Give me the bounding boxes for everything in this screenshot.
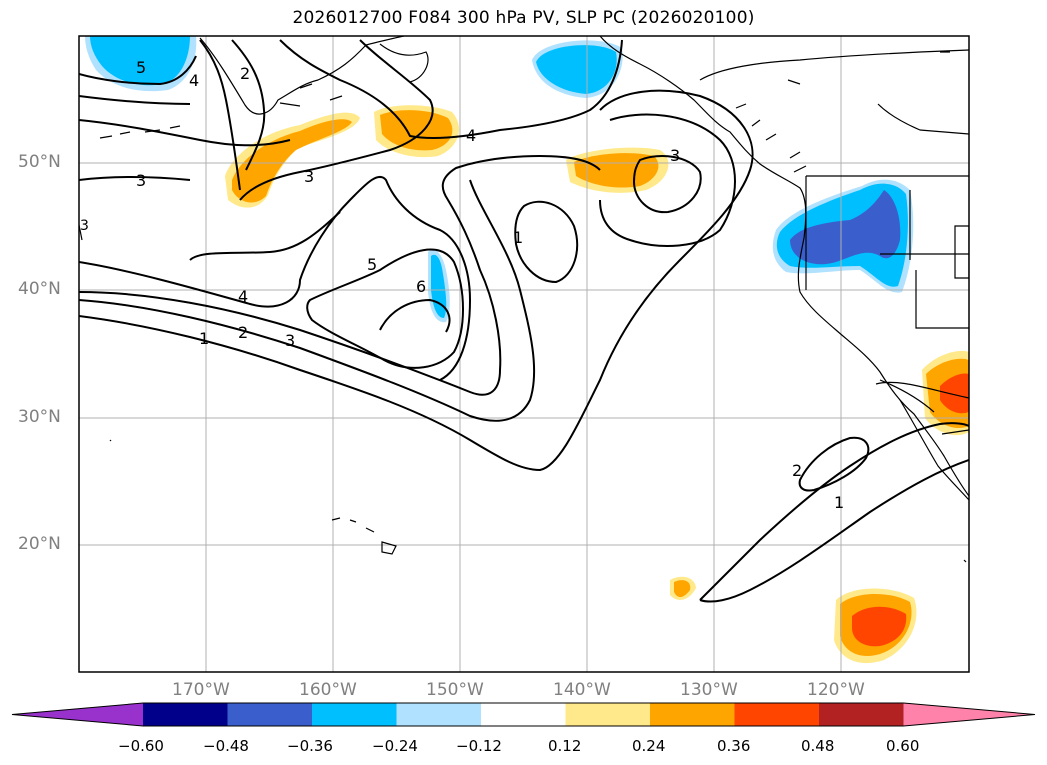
colorbar-segment — [312, 703, 397, 726]
colorbar-tick: −0.36 — [287, 737, 333, 755]
lon-label-130w: 130°W — [680, 680, 738, 700]
contour-label: 1 — [199, 329, 210, 348]
pv-negative-anomalies — [85, 36, 914, 323]
contour-label: 4 — [466, 126, 477, 145]
colorbar-tick: −0.48 — [203, 737, 249, 755]
lon-label-140w: 140°W — [553, 680, 611, 700]
lat-label-40: 40°N — [18, 279, 61, 299]
chart-title: 2026012700 F084 300 hPa PV, SLP PC (2026… — [292, 8, 755, 28]
contour-label: 5 — [136, 58, 147, 77]
colorbar-segment — [396, 703, 482, 726]
colorbar-outline — [11, 702, 1036, 727]
lon-label-160w: 160°W — [299, 680, 357, 700]
contour-label: 3 — [304, 167, 315, 186]
colorbar-segment — [481, 703, 566, 726]
colorbar-tick: −0.12 — [456, 737, 502, 755]
contour-label: 2 — [792, 461, 803, 480]
contour-label: 4 — [189, 71, 200, 90]
contour-label: 3 — [136, 171, 147, 190]
contour-label: 5 — [367, 255, 378, 274]
lat-label-30: 30°N — [18, 407, 61, 427]
map-gridlines — [79, 36, 969, 672]
colorbar-tick: 0.60 — [886, 737, 920, 755]
lon-label-120w: 120°W — [807, 680, 865, 700]
colorbar-segment — [650, 703, 735, 726]
colorbar-extend-max — [903, 703, 1035, 726]
contour-label: 2 — [238, 323, 249, 342]
colorbar-segment — [227, 703, 313, 726]
colorbar-tick: 0.48 — [801, 737, 835, 755]
pv-positive-anomalies — [225, 105, 969, 664]
contour-label: 3 — [80, 218, 89, 234]
colorbar-tick: −0.60 — [118, 737, 164, 755]
lon-label-150w: 150°W — [426, 680, 484, 700]
contour-label: 3 — [285, 331, 296, 350]
contour-label: 4 — [238, 287, 249, 306]
colorbar-tick: −0.24 — [372, 737, 418, 755]
colorbar-extend-min — [12, 703, 143, 726]
colorbar-segment — [143, 703, 228, 726]
coastlines — [79, 36, 969, 563]
lat-label-50: 50°N — [18, 152, 61, 172]
colorbar-tick: 0.12 — [548, 737, 582, 755]
lon-label-170w: 170°W — [172, 680, 230, 700]
contour-label: 1 — [834, 493, 845, 512]
colorbar-segment — [565, 703, 651, 726]
colorbar-tick: 0.36 — [717, 737, 751, 755]
colorbar — [11, 702, 1036, 727]
contour-label: 3 — [670, 146, 681, 165]
colorbar-segment — [819, 703, 904, 726]
lat-label-20: 20°N — [18, 534, 61, 554]
map-frame — [78, 35, 970, 673]
contour-label: 6 — [416, 277, 427, 296]
slp-contours — [79, 39, 969, 603]
colorbar-tick: 0.24 — [632, 737, 666, 755]
contour-label: 2 — [240, 64, 251, 83]
contour-label: 1 — [513, 228, 524, 247]
colorbar-segment — [734, 703, 820, 726]
